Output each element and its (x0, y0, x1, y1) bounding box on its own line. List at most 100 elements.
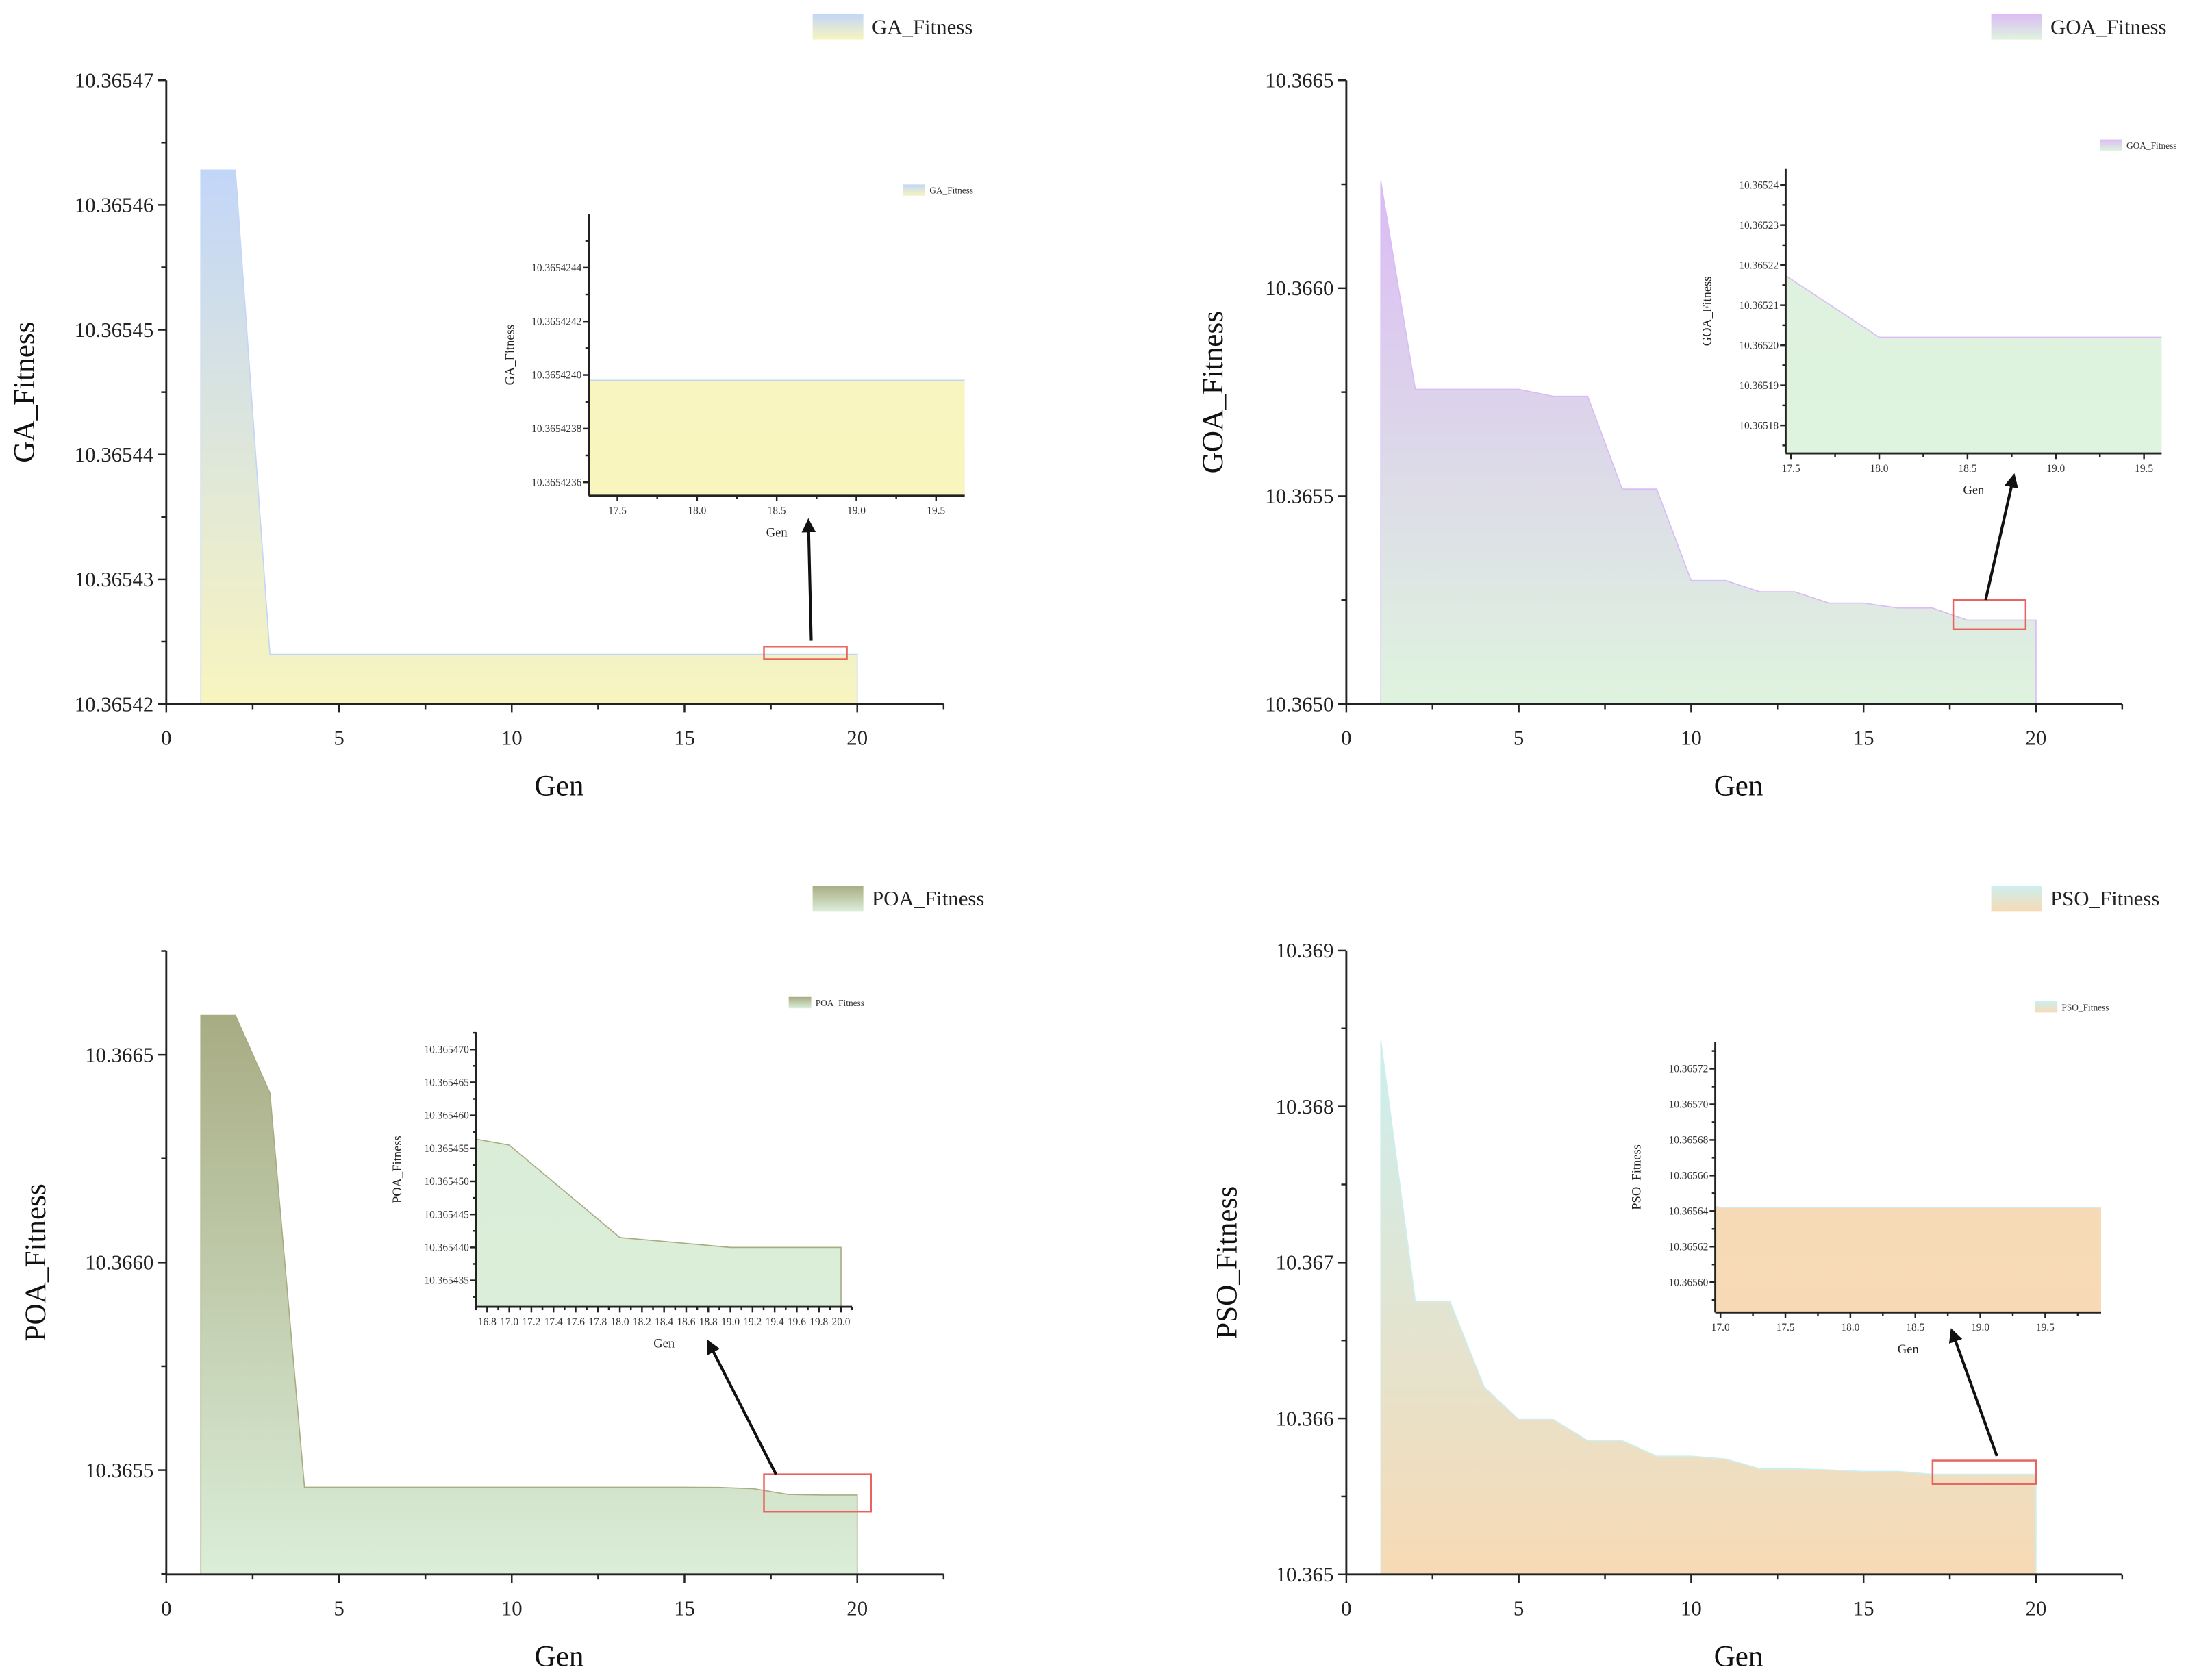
x-tick-label: 19.0 (721, 1316, 740, 1328)
x-tick-label: 18.0 (1841, 1322, 1859, 1333)
zoom-arrow-icon (707, 1339, 777, 1475)
y-tick-label: 10.365455 (424, 1143, 469, 1155)
x-tick-label: 17.8 (588, 1316, 607, 1328)
y-tick-label: 10.367 (1276, 1251, 1334, 1275)
zoom-region-box (763, 1473, 872, 1513)
x-tick-label: 18.0 (1870, 463, 1889, 475)
inset-legend-swatch (788, 996, 812, 1009)
legend-label: POA_Fitness (872, 887, 984, 910)
y-axis-label: POA_Fitness (20, 1183, 52, 1341)
fitness-area (1380, 1040, 2037, 1575)
y-tick-label: 10.36562 (1669, 1241, 1709, 1253)
inset-y-axis-label: GOA_Fitness (1700, 277, 1714, 347)
x-tick-label: 19.0 (847, 505, 866, 516)
x-tick-label: 0 (1341, 1596, 1351, 1620)
legend-label: GA_Fitness (872, 15, 972, 38)
ga-fitness-panel: 0 5 10 15 20 10.36542 10.36543 10.36544 10.36545… (9, 14, 973, 803)
y-tick-label: 10.36543 (75, 568, 154, 591)
legend-swatch (812, 886, 864, 912)
x-tick-label: 19.2 (743, 1316, 762, 1328)
x-tick-label: 17.5 (1777, 1322, 1795, 1333)
y-tick-label: 10.365460 (424, 1110, 469, 1122)
inset-x-axis-label: Gen (1963, 484, 1984, 498)
legend-swatch (812, 14, 864, 40)
x-tick-label: 18.2 (633, 1316, 651, 1328)
x-axis-label: Gen (535, 770, 584, 803)
inset-legend-swatch (903, 184, 926, 196)
fitness-area (1380, 181, 2037, 705)
x-tick-label: 17.4 (544, 1316, 563, 1328)
x-tick-label: 18.6 (677, 1316, 695, 1328)
x-tick-label: 18.0 (611, 1316, 629, 1328)
y-tick-label: 10.3665 (85, 1043, 153, 1066)
zoom-arrow-icon (801, 518, 816, 641)
x-axis-label: Gen (535, 1640, 584, 1672)
x-axis-label: Gen (1714, 770, 1763, 803)
y-tick-label: 10.36523 (1739, 220, 1779, 231)
y-tick-label: 10.36570 (1669, 1099, 1709, 1111)
y-tick-label: 10.36518 (1739, 420, 1779, 431)
inset-x-axis-label: Gen (653, 1338, 675, 1351)
y-tick-label: 10.3654240 (531, 370, 581, 381)
x-tick-label: 19.0 (2046, 463, 2065, 475)
y-tick-label: 10.3654238 (531, 423, 581, 435)
x-tick-label: 17.0 (1711, 1322, 1730, 1333)
y-tick-label: 10.365445 (424, 1209, 469, 1220)
y-tick-label: 10.369 (1276, 939, 1334, 962)
y-tick-label: 10.365470 (424, 1044, 469, 1055)
legend-label: PSO_Fitness (2050, 887, 2159, 910)
x-tick-label: 20.0 (832, 1316, 851, 1328)
y-tick-label: 10.365 (1276, 1563, 1334, 1586)
inset-legend-swatch (2035, 1001, 2058, 1013)
x-tick-label: 20 (2026, 727, 2047, 750)
inset-legend-swatch (2099, 139, 2122, 151)
y-tick-label: 10.3655 (85, 1459, 153, 1482)
goa-fitness-panel: 0 5 10 15 20 10.3650 10.3655 10.3660 10.3665 Gen G… (1197, 14, 2176, 803)
y-tick-label: 10.3654242 (531, 316, 581, 327)
fitness-area (1715, 1205, 2101, 1313)
x-tick-label: 19.8 (809, 1316, 828, 1328)
x-tick-label: 20 (846, 727, 868, 750)
inset-legend-label: GA_Fitness (929, 186, 973, 196)
y-tick-label: 10.36572 (1669, 1064, 1709, 1075)
x-tick-label: 0 (161, 1596, 171, 1620)
x-tick-label: 5 (334, 727, 344, 750)
zoom-arrow-icon (1948, 1328, 1998, 1457)
y-tick-label: 10.36546 (75, 194, 154, 217)
zoom-region-box (1931, 1459, 2037, 1485)
y-tick-label: 10.36564 (1669, 1205, 1709, 1217)
y-tick-label: 10.3660 (85, 1251, 153, 1275)
fitness-area (476, 1138, 842, 1307)
x-tick-label: 19.5 (2036, 1322, 2055, 1333)
x-tick-label: 10 (1681, 727, 1702, 750)
y-tick-label: 10.36560 (1669, 1277, 1709, 1288)
y-tick-label: 10.36568 (1669, 1135, 1709, 1146)
fitness-area (1785, 275, 2162, 454)
x-tick-label: 15 (674, 1596, 695, 1620)
x-tick-label: 19.4 (766, 1316, 784, 1328)
y-tick-label: 10.36566 (1669, 1170, 1709, 1181)
y-tick-label: 10.365465 (424, 1077, 469, 1089)
x-tick-label: 0 (161, 727, 171, 750)
inset-legend-label: GOA_Fitness (2126, 140, 2176, 151)
y-tick-label: 10.36524 (1739, 179, 1779, 191)
inset-chart: 17.0 17.5 18.0 18.5 19.0 19.5 10.36560 10.36562… (1631, 1001, 2109, 1357)
y-tick-label: 10.3660 (1265, 277, 1333, 300)
y-tick-label: 10.36545 (75, 318, 154, 342)
x-tick-label: 19.0 (1971, 1322, 1989, 1333)
inset-x-axis-label: Gen (1898, 1343, 1919, 1357)
inset-chart: 17.5 18.0 18.5 19.0 19.5 10.36518 10.36519 10.3… (1700, 139, 2176, 498)
y-tick-label: 10.36521 (1739, 300, 1779, 312)
x-tick-label: 17.2 (522, 1316, 540, 1328)
y-tick-label: 10.3654244 (531, 262, 581, 274)
x-tick-label: 5 (334, 1596, 344, 1620)
x-tick-label: 19.5 (2135, 463, 2153, 475)
inset-chart: 16.8 17.0 17.2 17.4 17.6 17.8 18.0 18.2 18.4 18.6… (391, 996, 864, 1351)
x-tick-label: 19.5 (927, 505, 945, 516)
poa-fitness-panel: 0 5 10 15 20 10.3655 10.3660 10.3665 Gen POA_Fitn… (20, 886, 984, 1672)
zoom-region-box (763, 646, 848, 660)
legend-swatch (1991, 14, 2042, 40)
y-tick-label: 10.365450 (424, 1176, 469, 1188)
inset-y-axis-label: PSO_Fitness (1631, 1144, 1644, 1210)
